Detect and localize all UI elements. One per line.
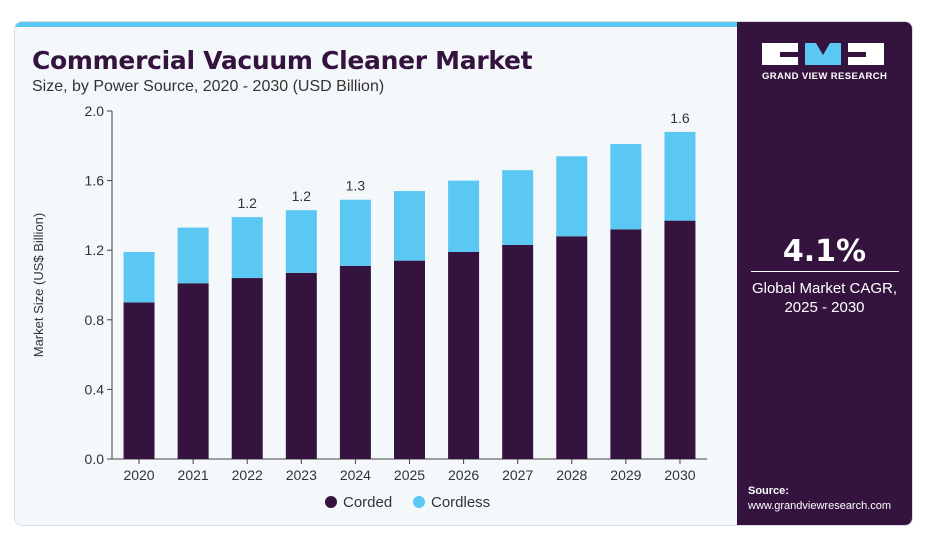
x-tick-label: 2027 bbox=[502, 467, 533, 483]
chart-title: Commercial Vacuum Cleaner Market bbox=[32, 46, 533, 75]
x-tick-label: 2023 bbox=[286, 467, 317, 483]
bar-corded-2024 bbox=[339, 265, 371, 459]
logo-mark-middle bbox=[805, 43, 841, 65]
x-tick-label: 2020 bbox=[123, 467, 154, 483]
bar-cordless-2030 bbox=[664, 131, 696, 221]
data-label-2023: 1.2 bbox=[292, 188, 312, 204]
legend-label-corded: Corded bbox=[343, 494, 392, 511]
y-tick-label: 0.0 bbox=[85, 451, 105, 467]
bar-chart: 0.0 0.4 0.8 1.2 1.6 2.0 Market Size (US$ Billi… bbox=[31, 103, 707, 511]
chart-subtitle: Size, by Power Source, 2020 - 2030 (USD … bbox=[32, 78, 385, 95]
logo-mark-left bbox=[762, 43, 798, 65]
cagr-label-line2: 2025 - 2030 bbox=[784, 299, 865, 316]
y-tick-label: 1.2 bbox=[85, 242, 105, 258]
bar-cordless-2026 bbox=[448, 180, 480, 252]
legend-marker-corded bbox=[325, 496, 337, 508]
y-tick-label: 0.4 bbox=[85, 381, 105, 397]
chart-panel: 0.0 0.4 0.8 1.2 1.6 2.0 Market Size (US$ Billi… bbox=[15, 27, 737, 525]
x-tick-label: 2025 bbox=[394, 467, 425, 483]
summary-panel: GRAND VIEW RESEARCH 4.1% Global Market C… bbox=[737, 22, 912, 525]
y-axis-title: Market Size (US$ Billion) bbox=[31, 213, 46, 358]
x-tick-label: 2026 bbox=[448, 467, 479, 483]
brand-logo: GRAND VIEW RESEARCH bbox=[762, 43, 887, 82]
x-tick-label: 2024 bbox=[340, 467, 371, 483]
x-tick-label: 2030 bbox=[664, 467, 695, 483]
cagr-value: 4.1% bbox=[782, 234, 867, 269]
brand-name: GRAND VIEW RESEARCH bbox=[762, 71, 888, 82]
bar-corded-2026 bbox=[448, 251, 480, 459]
source-url: www.grandviewresearch.com bbox=[748, 500, 892, 512]
legend-marker-cordless bbox=[413, 496, 425, 508]
bar-corded-2021 bbox=[177, 283, 209, 459]
cagr-label: Global Market CAGR, 2025 - 2030 bbox=[737, 279, 912, 317]
bar-corded-2028 bbox=[556, 236, 588, 459]
source-label: Source: bbox=[748, 485, 789, 497]
bar-corded-2029 bbox=[610, 229, 642, 459]
accent-top-bar bbox=[15, 22, 737, 27]
bar-cordless-2021 bbox=[177, 227, 209, 284]
x-tick-label: 2029 bbox=[610, 467, 641, 483]
bar-corded-2030 bbox=[664, 220, 696, 459]
cagr-divider bbox=[751, 271, 899, 272]
data-label-2030: 1.6 bbox=[670, 110, 690, 126]
bar-cordless-2028 bbox=[556, 156, 588, 237]
bar-corded-2025 bbox=[394, 260, 425, 459]
source-note: Source: www.grandviewresearch.com bbox=[748, 484, 891, 514]
bar-cordless-2029 bbox=[610, 144, 642, 230]
bar-corded-2027 bbox=[502, 244, 534, 459]
legend-label-cordless: Cordless bbox=[431, 494, 490, 511]
y-tick-label: 0.8 bbox=[85, 312, 105, 328]
y-tick-label: 1.6 bbox=[85, 173, 105, 189]
y-tick-label: 2.0 bbox=[85, 103, 105, 119]
bar-corded-2022 bbox=[231, 278, 263, 459]
bar-cordless-2027 bbox=[502, 170, 534, 245]
infographic-card: 0.0 0.4 0.8 1.2 1.6 2.0 Market Size (US$ Billi… bbox=[14, 21, 913, 526]
x-tick-label: 2021 bbox=[178, 467, 209, 483]
bar-cordless-2022 bbox=[231, 217, 263, 279]
bar-corded-2023 bbox=[285, 272, 317, 459]
bar-cordless-2020 bbox=[123, 251, 155, 303]
bar-corded-2020 bbox=[123, 302, 155, 459]
x-tick-label: 2028 bbox=[556, 467, 587, 483]
bar-cordless-2025 bbox=[394, 191, 425, 261]
gvr-logo-icon bbox=[762, 43, 884, 65]
logo-mark-right bbox=[848, 43, 884, 65]
cagr-label-line1: Global Market CAGR, bbox=[751, 280, 898, 297]
bar-cordless-2024 bbox=[339, 199, 371, 266]
data-label-2024: 1.3 bbox=[346, 178, 366, 194]
bar-cordless-2023 bbox=[285, 210, 317, 273]
data-label-2022: 1.2 bbox=[237, 195, 257, 211]
x-tick-label: 2022 bbox=[232, 467, 263, 483]
